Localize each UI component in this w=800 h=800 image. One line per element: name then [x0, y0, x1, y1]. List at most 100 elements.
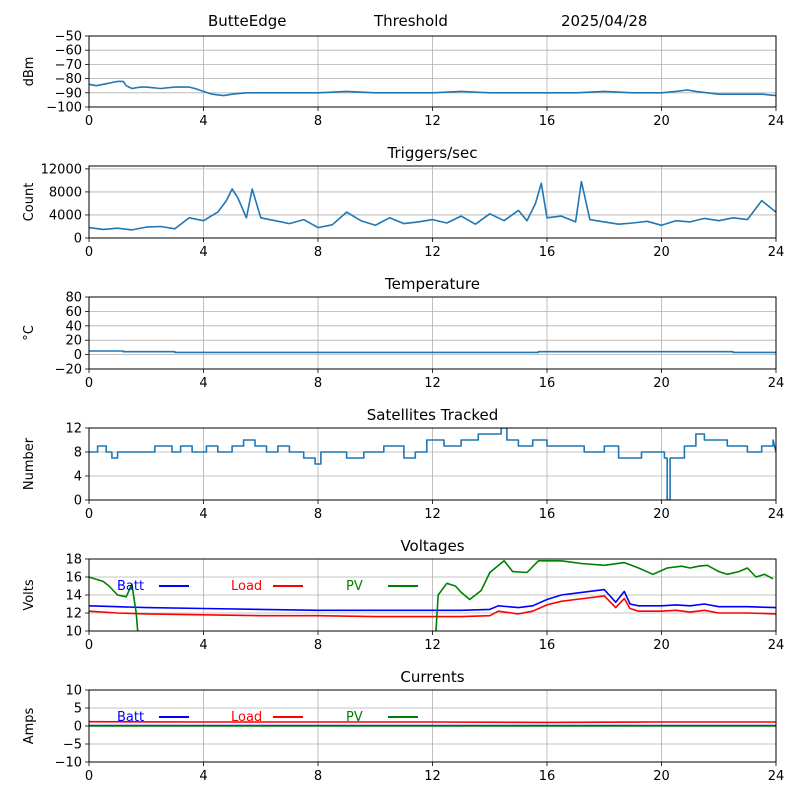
date-label: 2025/04/28 [561, 12, 647, 30]
x-tick-label: 4 [199, 638, 207, 653]
y-tick-label: 4000 [49, 208, 82, 223]
y-tick-label: 14 [65, 589, 82, 604]
x-tick-label: 16 [539, 507, 556, 522]
x-tick-label: 8 [314, 638, 322, 653]
series-line-1 [89, 350, 776, 354]
mode-label: Threshold [373, 12, 448, 30]
y-tick-label: 18 [65, 553, 82, 568]
x-tick-label: 0 [85, 376, 93, 391]
x-tick-label: 16 [539, 376, 556, 391]
y-axis-label: Count [22, 183, 37, 222]
x-tick-label: 4 [199, 769, 207, 784]
y-tick-label: 10 [65, 684, 82, 699]
y-tick-label: −90 [55, 86, 82, 101]
x-tick-label: 0 [85, 114, 93, 129]
legend-label-pv: PV [346, 710, 363, 725]
x-tick-label: 8 [314, 507, 322, 522]
x-tick-label: 8 [314, 245, 322, 260]
series-line-1 [89, 180, 776, 231]
chart-title: Triggers/sec [387, 144, 478, 162]
x-tick-label: 24 [768, 245, 785, 260]
x-tick-label: 12 [424, 638, 441, 653]
x-tick-label: 0 [85, 245, 93, 260]
chart-panel-2: 0 4 8 12 16 20 24 0 4000 8000 12000 Triggers/sec Cou… [22, 144, 784, 260]
x-tick-label: 24 [768, 114, 785, 129]
y-tick-label: 80 [65, 291, 82, 306]
x-tick-label: 16 [539, 245, 556, 260]
legend-label-batt: Batt [117, 710, 144, 725]
chart-panel-5: 0 4 8 12 16 20 24 10 12 14 16 18 Voltages Volts Batt Lo… [22, 537, 784, 653]
x-tick-label: 24 [768, 769, 785, 784]
x-tick-label: 12 [424, 507, 441, 522]
legend-label-batt: Batt [117, 579, 144, 594]
x-tick-label: 0 [85, 638, 93, 653]
chart-panel-4: 0 4 8 12 16 20 24 0 4 8 12 Satellites Tracked Number [22, 406, 784, 522]
x-tick-label: 24 [768, 638, 785, 653]
x-tick-label: 20 [653, 638, 670, 653]
x-tick-label: 8 [314, 769, 322, 784]
x-tick-label: 4 [199, 245, 207, 260]
y-tick-label: 5 [74, 702, 82, 717]
y-axis-label: dBm [22, 57, 37, 87]
y-tick-label: 10 [65, 625, 82, 640]
x-tick-label: 20 [653, 114, 670, 129]
x-tick-label: 20 [653, 376, 670, 391]
x-tick-label: 20 [653, 769, 670, 784]
x-tick-label: 4 [199, 114, 207, 129]
y-tick-label: 8000 [49, 185, 82, 200]
x-tick-label: 12 [424, 114, 441, 129]
x-tick-label: 16 [539, 114, 556, 129]
chart-panel-6: 0 4 8 12 16 20 24 −10 −5 0 5 10 Currents Amps Batt Load… [22, 668, 784, 784]
y-tick-label: 16 [65, 571, 82, 586]
y-tick-label: 20 [65, 334, 82, 349]
series-line-batt [89, 588, 776, 612]
y-tick-label: −50 [55, 30, 82, 45]
x-tick-label: 8 [314, 114, 322, 129]
figure-header: ButteEdge Threshold 2025/04/28 [208, 12, 647, 30]
legend-label-load: Load [231, 579, 262, 594]
chart-title: Temperature [384, 275, 480, 293]
chart-panel-1: 0 4 8 12 16 20 24 −100−90−80−70−60−50 dBm [22, 30, 784, 130]
y-axis-label: Amps [22, 707, 37, 744]
y-tick-label: 4 [74, 470, 82, 485]
x-tick-label: 16 [539, 638, 556, 653]
y-tick-label: 0 [74, 494, 82, 509]
y-tick-label: −70 [55, 58, 82, 73]
chart-title: Voltages [400, 537, 464, 555]
y-tick-label: 12 [65, 422, 82, 437]
x-tick-label: 4 [199, 507, 207, 522]
y-axis-label: Volts [22, 579, 37, 611]
y-tick-label: 12000 [41, 162, 82, 177]
chart-title: Satellites Tracked [367, 406, 498, 424]
x-tick-label: 24 [768, 507, 785, 522]
y-axis-label: Number [22, 437, 37, 490]
series-line-1 [89, 428, 776, 500]
series-line-load [89, 595, 776, 618]
x-tick-label: 20 [653, 245, 670, 260]
y-tick-label: 0 [74, 720, 82, 735]
y-tick-label: −20 [55, 363, 82, 378]
y-tick-label: −100 [46, 101, 82, 116]
series-line-pv [89, 559, 774, 631]
x-tick-label: 12 [424, 769, 441, 784]
x-tick-label: 16 [539, 769, 556, 784]
y-tick-label: 0 [74, 348, 82, 363]
y-axis-label: °C [22, 325, 37, 341]
y-tick-label: −60 [55, 44, 82, 59]
series-line-1 [89, 80, 776, 97]
station-name: ButteEdge [208, 12, 287, 30]
series-line-load [89, 720, 776, 724]
y-tick-label: 8 [74, 446, 82, 461]
x-tick-label: 0 [85, 769, 93, 784]
x-tick-label: 12 [424, 376, 441, 391]
chart-title: Currents [400, 668, 464, 686]
y-tick-label: 12 [65, 607, 82, 622]
y-tick-label: 0 [74, 232, 82, 247]
x-tick-label: 12 [424, 245, 441, 260]
x-tick-label: 8 [314, 376, 322, 391]
legend-label-pv: PV [346, 579, 363, 594]
y-tick-label: −5 [63, 738, 82, 753]
y-tick-label: −80 [55, 72, 82, 87]
y-tick-label: −10 [55, 756, 82, 771]
